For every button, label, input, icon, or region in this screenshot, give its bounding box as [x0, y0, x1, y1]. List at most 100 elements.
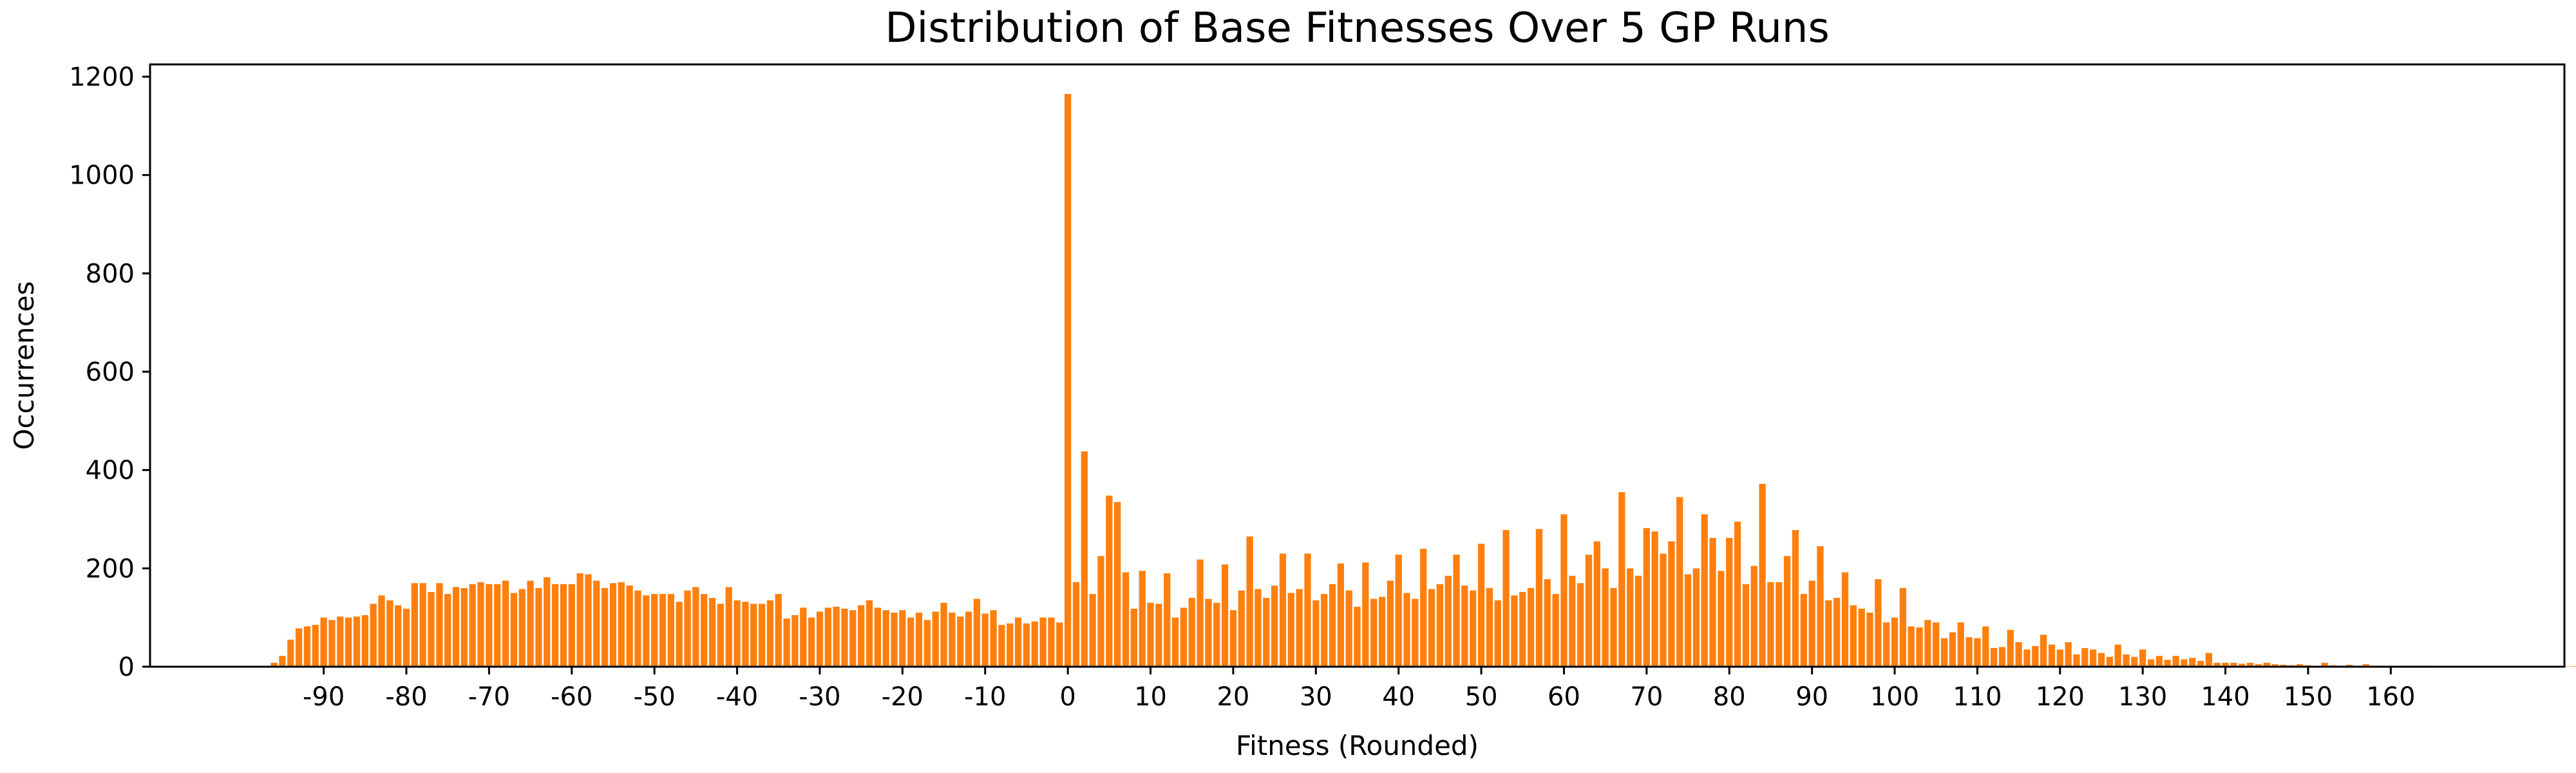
x-tick-label: 0: [1059, 682, 1075, 712]
x-tick-label: -30: [799, 682, 840, 712]
bar: [841, 608, 848, 667]
bar: [684, 590, 691, 667]
bar: [477, 582, 484, 667]
bar: [2040, 635, 2047, 667]
bar: [833, 606, 840, 667]
bar: [2172, 656, 2179, 667]
bar: [1296, 589, 1303, 667]
bar: [1502, 530, 1510, 667]
x-tick-label: 100: [1870, 682, 1919, 712]
bar: [535, 587, 542, 667]
y-tick-label: 0: [118, 653, 135, 682]
bar: [1660, 553, 1667, 667]
bar: [609, 583, 617, 667]
bar: [279, 656, 286, 667]
bar: [1692, 568, 1700, 667]
x-tick-label: 150: [2284, 682, 2333, 712]
bar: [1354, 606, 1361, 667]
bar: [1792, 530, 1799, 667]
bar: [1776, 582, 1783, 667]
bar: [1627, 568, 1634, 667]
bar: [1833, 598, 1841, 667]
bar: [957, 616, 964, 667]
bar: [1378, 596, 1386, 667]
bar: [1634, 575, 1642, 667]
x-tick-label: 110: [1953, 682, 2002, 712]
bar: [1420, 548, 1427, 667]
bar: [667, 594, 674, 667]
bar: [303, 626, 311, 667]
bar: [1916, 627, 1923, 667]
bar: [2023, 649, 2031, 667]
bar: [1031, 621, 1038, 667]
bar: [1229, 610, 1237, 667]
bar: [370, 604, 377, 667]
bar: [932, 611, 939, 667]
bar: [1668, 541, 1675, 667]
bar: [2213, 662, 2221, 667]
bar: [2181, 659, 2188, 667]
bar: [2280, 664, 2287, 667]
bar: [1618, 492, 1625, 667]
bar: [1477, 544, 1485, 667]
bar: [651, 594, 658, 667]
x-tick-label: 40: [1382, 682, 1415, 712]
bar: [1891, 617, 1899, 667]
bar: [701, 594, 708, 667]
bar: [1130, 608, 1137, 667]
bar: [1221, 564, 1229, 667]
y-tick-label: 800: [86, 259, 135, 289]
bar: [1511, 595, 1518, 667]
bar: [2007, 629, 2014, 667]
bar: [783, 618, 790, 667]
bar: [411, 583, 418, 667]
y-axis: 0 200 400 600 800 1000 1200: [69, 62, 150, 682]
bar: [428, 591, 435, 667]
bar: [2362, 664, 2369, 667]
bar: [345, 617, 352, 667]
x-axis: -90 -80 -70 -60 -50 -40 -30 -20 -10 0 10 20 30 40 50 60…: [303, 667, 2416, 712]
bar: [2189, 658, 2196, 667]
bar: [626, 586, 633, 667]
bar: [593, 580, 600, 667]
bar: [1940, 638, 1948, 667]
bar: [1684, 574, 1692, 667]
bar: [1453, 554, 1460, 667]
x-tick-label: -20: [882, 682, 923, 712]
bar: [1759, 484, 1766, 667]
bar: [1734, 521, 1741, 667]
bar: [328, 620, 336, 667]
bar: [1610, 587, 1617, 667]
bar: [518, 589, 526, 667]
bar: [1767, 582, 1774, 667]
bar: [1213, 602, 1220, 667]
x-tick-label: 10: [1134, 682, 1167, 712]
bar: [1321, 594, 1328, 667]
y-tick-label: 400: [86, 456, 135, 486]
bar: [1362, 562, 1369, 667]
bar: [874, 607, 881, 667]
bar: [2230, 662, 2237, 667]
bar: [1014, 617, 1022, 667]
bar: [585, 574, 592, 667]
bar: [568, 584, 575, 667]
bar: [692, 587, 699, 667]
bar: [981, 613, 989, 667]
bar: [1552, 594, 1559, 667]
bar: [1089, 594, 1096, 667]
x-tick-label: 50: [1465, 682, 1498, 712]
bar: [1783, 556, 1791, 667]
bar: [395, 605, 402, 667]
bar: [2056, 649, 2063, 667]
bar: [1949, 632, 1956, 667]
bar: [742, 602, 749, 667]
bar: [1312, 600, 1320, 667]
bar: [1023, 623, 1030, 667]
bar: [1039, 617, 1046, 667]
x-tick-label: 120: [2036, 682, 2085, 712]
bar: [1106, 495, 1113, 667]
bar: [1850, 605, 1857, 667]
bar: [1197, 559, 1204, 667]
bar: [717, 604, 724, 667]
x-tick-label: 160: [2366, 682, 2415, 712]
